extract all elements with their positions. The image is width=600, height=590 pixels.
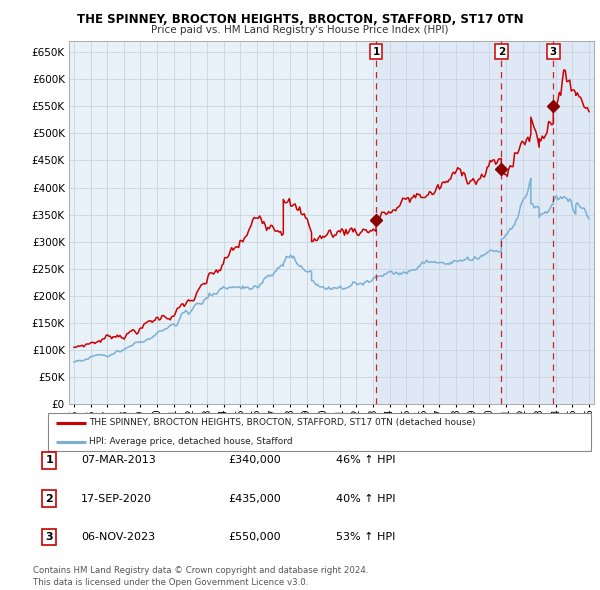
Text: 53% ↑ HPI: 53% ↑ HPI [336, 532, 395, 542]
FancyBboxPatch shape [48, 413, 591, 451]
Text: 40% ↑ HPI: 40% ↑ HPI [336, 494, 395, 503]
Text: 3: 3 [46, 532, 53, 542]
Text: £550,000: £550,000 [228, 532, 281, 542]
Text: HPI: Average price, detached house, Stafford: HPI: Average price, detached house, Staf… [89, 437, 292, 446]
Text: 06-NOV-2023: 06-NOV-2023 [81, 532, 155, 542]
Text: 1: 1 [46, 455, 53, 465]
Text: 1: 1 [373, 47, 380, 57]
Bar [376, 41, 594, 404]
Text: This data is licensed under the Open Government Licence v3.0.: This data is licensed under the Open Gov… [33, 578, 308, 587]
Text: 2: 2 [46, 494, 53, 503]
Text: 07-MAR-2013: 07-MAR-2013 [81, 455, 156, 465]
Text: £435,000: £435,000 [228, 494, 281, 503]
Text: THE SPINNEY, BROCTON HEIGHTS, BROCTON, STAFFORD, ST17 0TN: THE SPINNEY, BROCTON HEIGHTS, BROCTON, S… [77, 13, 523, 26]
Text: Contains HM Land Registry data © Crown copyright and database right 2024.: Contains HM Land Registry data © Crown c… [33, 566, 368, 575]
Text: THE SPINNEY, BROCTON HEIGHTS, BROCTON, STAFFORD, ST17 0TN (detached house): THE SPINNEY, BROCTON HEIGHTS, BROCTON, S… [89, 418, 475, 427]
Text: £340,000: £340,000 [228, 455, 281, 465]
Text: 2: 2 [497, 47, 505, 57]
Text: 17-SEP-2020: 17-SEP-2020 [81, 494, 152, 503]
Text: Price paid vs. HM Land Registry's House Price Index (HPI): Price paid vs. HM Land Registry's House … [151, 25, 449, 35]
Text: 46% ↑ HPI: 46% ↑ HPI [336, 455, 395, 465]
Text: 3: 3 [550, 47, 557, 57]
